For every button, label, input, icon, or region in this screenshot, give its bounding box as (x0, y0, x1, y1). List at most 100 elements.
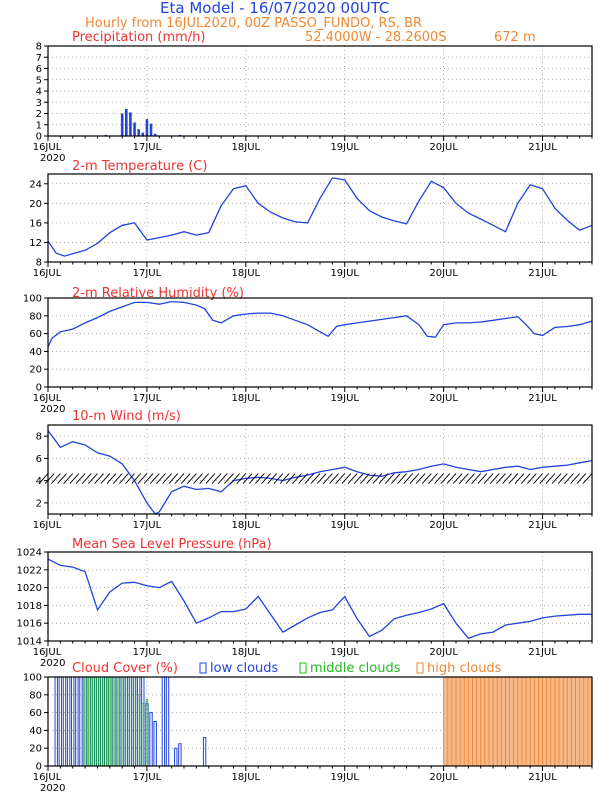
mid-cloud-bar (129, 676, 132, 767)
precip-bar (149, 123, 153, 136)
humidity-ytick-label: 40 (29, 347, 42, 358)
wind-barb (112, 473, 123, 484)
wind-barb (119, 473, 129, 484)
pressure-year-label: 2020 (40, 658, 65, 669)
wind-ytick-label: 4 (36, 476, 42, 487)
legend-middle-label: middle clouds (310, 661, 401, 676)
mid-cloud-bar (141, 703, 144, 767)
pressure-ytick-label: 1024 (17, 548, 42, 559)
wind-xtick-label: 17JUL (133, 520, 162, 531)
pressure-frame (47, 551, 593, 642)
wind-barb (545, 473, 556, 484)
cloud-legend: low clouds middle clouds high clouds (199, 661, 502, 676)
precip-frame (47, 45, 593, 137)
precip-xtick-label: 18JUL (232, 142, 261, 153)
wind-barb (125, 473, 135, 484)
wind-barb (255, 473, 265, 484)
low-cloud-bar (71, 676, 75, 767)
pressure-ytick-label: 1016 (17, 619, 42, 630)
wind-barb (273, 473, 284, 484)
wind-barb (471, 473, 482, 484)
wind-barb (180, 473, 191, 484)
clouds-xtick-label: 21JUL (528, 772, 557, 783)
wind-barb (310, 473, 321, 484)
low-cloud-bar (153, 721, 157, 767)
mid-cloud-bar (88, 676, 91, 767)
temperature-xtick-label: 20JUL (429, 268, 458, 279)
pressure-xtick-label: 17JUL (133, 647, 162, 658)
temperature-ytick-label: 24 (29, 179, 42, 190)
humidity-xtick-label: 21JUL (528, 393, 557, 404)
wind-barb (88, 473, 98, 484)
clouds-ytick-label: 60 (29, 708, 42, 719)
humidity-year-label: 2020 (40, 404, 65, 415)
low-cloud-bar (79, 676, 83, 767)
wind-barb (174, 473, 185, 484)
wind-frame (47, 424, 593, 515)
temperature-xtick-label: 18JUL (232, 268, 261, 279)
pressure-xtick-label: 19JUL (330, 647, 359, 658)
precip-bar (125, 109, 128, 136)
wind-barb (211, 473, 222, 484)
low-cloud-bar (165, 676, 170, 767)
wind-barb (156, 473, 166, 484)
temperature-xtick-label: 16JUL (33, 268, 62, 279)
wind-xtick-label: 21JUL (528, 520, 557, 531)
temperature-xtick-label: 19JUL (330, 268, 359, 279)
humidity-ytick-label: 0 (36, 383, 42, 394)
mid-cloud-bar (100, 676, 103, 767)
wind-title: 10-m Wind (m/s) (72, 409, 181, 424)
low-cloud-bar (58, 676, 63, 767)
precip-xtick-label: 20JUL (429, 142, 458, 153)
precip-ytick-label: 6 (36, 64, 42, 75)
wind-barb (360, 473, 370, 484)
wind-barb (94, 473, 104, 484)
temperature-xtick-label: 17JUL (133, 268, 162, 279)
wind-barb (403, 473, 414, 484)
wind-barb (236, 473, 247, 484)
wind-barb (366, 473, 376, 484)
pressure-xtick-label: 18JUL (232, 647, 261, 658)
wind-barb (217, 473, 228, 484)
temperature-ytick-label: 20 (29, 199, 42, 210)
wind-barb (149, 473, 160, 484)
wind-barb (69, 473, 80, 484)
wind-barb (279, 473, 290, 484)
wind-ytick-label: 2 (36, 498, 42, 509)
precip-title: Precipitation (mm/h) (72, 30, 205, 45)
wind-barb (459, 473, 469, 484)
wind-panel (38, 424, 593, 519)
wind-barb (496, 473, 506, 484)
station-elevation: 672 m (494, 30, 536, 45)
humidity-xtick-label: 20JUL (429, 393, 458, 404)
low-cloud-bar (202, 737, 207, 767)
clouds-xtick-label: 16JUL (33, 772, 62, 783)
mid-cloud-bar (96, 676, 99, 767)
humidity-panel (44, 297, 593, 392)
temperature-title: 2-m Temperature (C) (72, 159, 207, 174)
pressure-ytick-label: 1018 (17, 601, 42, 612)
wind-barb (168, 473, 179, 484)
wind-barb (440, 473, 451, 484)
wind-barb (261, 473, 271, 484)
precip-ytick-label: 5 (36, 75, 42, 86)
wind-barb (409, 473, 420, 484)
temperature-ytick-label: 12 (29, 238, 42, 249)
wind-barb (162, 473, 172, 484)
humidity-series-line (47, 300, 593, 348)
low-cloud-bar (149, 712, 153, 767)
low-cloud-bar (62, 676, 67, 767)
mid-cloud-bar (133, 676, 136, 767)
precip-ytick-label: 8 (36, 42, 42, 53)
wind-barb (434, 473, 444, 484)
precip-ytick-label: 2 (36, 109, 42, 120)
wind-barb (329, 473, 339, 484)
humidity-title: 2-m Relative Humidity (%) (72, 286, 244, 301)
precip-ytick-label: 0 (36, 132, 42, 143)
wind-barb (248, 473, 259, 484)
wind-barb (489, 473, 500, 484)
wind-barb (353, 473, 364, 484)
precip-bar (133, 122, 136, 136)
clouds-xtick-label: 18JUL (232, 772, 261, 783)
